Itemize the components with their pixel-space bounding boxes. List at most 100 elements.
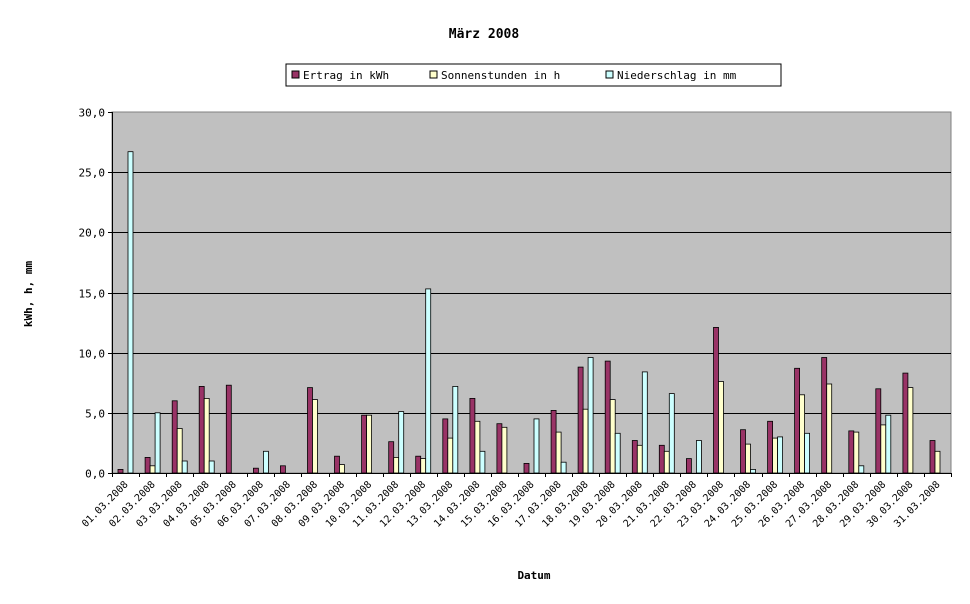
y-tick-label: 25,0 — [79, 167, 106, 180]
bar — [496, 423, 503, 474]
bar — [398, 411, 405, 474]
bar — [523, 462, 530, 474]
bar — [474, 420, 481, 474]
bar — [393, 456, 400, 474]
legend-label-sonnenstunden: Sonnenstunden in h — [441, 69, 560, 82]
bar — [929, 440, 936, 474]
legend-label-niederschlag: Niederschlag in mm — [617, 69, 737, 82]
bar — [479, 450, 486, 474]
bar — [794, 367, 800, 474]
bar — [501, 426, 508, 474]
bar — [821, 357, 828, 474]
bar — [279, 465, 286, 474]
bar — [555, 431, 562, 474]
x-ticks: 01.03.200802.03.200803.03.200804.03.2008… — [80, 473, 952, 530]
legend: Ertrag in kWh Sonnenstunden in h Nieders… — [285, 63, 782, 87]
bar — [777, 436, 783, 474]
y-tick-label: 5,0 — [85, 408, 105, 421]
bar — [663, 450, 670, 474]
legend-swatch-niederschlag — [605, 70, 614, 79]
y-axis-label: kWh, h, mm — [22, 261, 35, 328]
bar — [447, 437, 454, 474]
bar — [560, 461, 567, 474]
bar — [171, 400, 178, 474]
bar — [225, 384, 232, 474]
bar — [934, 450, 941, 474]
bar — [614, 432, 621, 474]
bar — [442, 418, 449, 474]
bar — [181, 460, 188, 474]
bar — [826, 383, 833, 474]
bar — [312, 399, 318, 474]
bar — [740, 429, 746, 474]
legend-swatch-sonnenstunden — [429, 70, 438, 79]
bar — [772, 437, 778, 474]
bar — [767, 420, 773, 474]
bar — [686, 458, 692, 474]
bar — [902, 372, 909, 474]
bar — [848, 430, 855, 474]
bar — [713, 326, 719, 474]
bar — [658, 444, 665, 474]
legend-label-ertrag: Ertrag in kWh — [303, 69, 389, 82]
bar — [203, 397, 210, 474]
bar — [307, 387, 313, 474]
x-axis-label: Datum — [517, 569, 550, 582]
bar — [533, 418, 540, 474]
bar — [149, 465, 156, 474]
bar — [550, 409, 557, 474]
bar — [361, 414, 368, 474]
bars — [117, 151, 941, 474]
x-tick-label: 01.03.2008 — [80, 479, 130, 529]
bar — [388, 441, 395, 474]
bar — [577, 366, 584, 474]
bar — [696, 440, 702, 474]
bar — [718, 381, 724, 474]
bar — [144, 456, 151, 474]
bar — [415, 455, 422, 474]
bar — [366, 414, 373, 474]
bar — [636, 444, 643, 474]
bar — [853, 431, 860, 474]
bar — [334, 455, 340, 474]
bar — [609, 399, 616, 474]
bar — [587, 357, 594, 474]
bar — [208, 460, 215, 474]
bar — [582, 408, 589, 474]
bar — [745, 443, 751, 474]
bar — [262, 450, 269, 474]
y-ticks: 0,0 5,0 10,0 15,0 20,0 25,0 30,0 — [79, 107, 112, 481]
bar — [452, 385, 459, 474]
bar — [885, 414, 892, 474]
bar — [420, 458, 427, 474]
bar — [907, 387, 914, 474]
bar — [641, 371, 648, 474]
bar — [858, 465, 865, 474]
bar — [804, 432, 810, 474]
bar — [252, 467, 259, 474]
bar — [750, 468, 756, 474]
y-tick-label: 30,0 — [79, 107, 106, 120]
bar — [668, 393, 675, 474]
bar — [339, 464, 345, 474]
bar — [469, 397, 476, 474]
y-tick-label: 10,0 — [79, 348, 106, 361]
bar — [880, 424, 887, 474]
bar — [198, 385, 205, 474]
bar — [875, 388, 882, 474]
y-tick-label: 20,0 — [79, 227, 106, 240]
bar — [127, 151, 134, 474]
bar — [631, 440, 638, 474]
gridlines — [112, 172, 951, 414]
bar — [176, 428, 183, 474]
y-tick-label: 0,0 — [85, 468, 105, 481]
bar — [117, 468, 124, 474]
y-tick-label: 15,0 — [79, 288, 106, 301]
legend-box — [285, 63, 782, 87]
bar — [154, 412, 161, 474]
bar — [799, 394, 805, 474]
bar — [604, 360, 611, 474]
bar — [425, 288, 432, 474]
chart-title: März 2008 — [449, 27, 520, 42]
